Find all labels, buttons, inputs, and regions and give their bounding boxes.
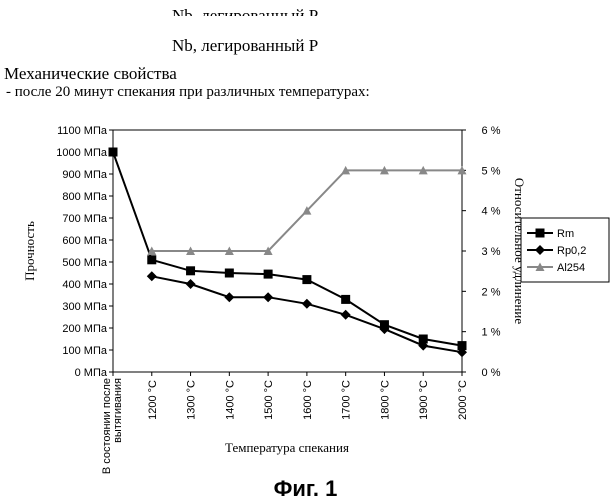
y2-tick-label: 5 % <box>482 165 501 177</box>
y2-tick-label: 1 % <box>482 327 501 339</box>
y2-tick-label: 6 % <box>482 125 501 137</box>
y2-tick-label: 0 % <box>482 367 501 379</box>
data-point-Rp0,2 <box>263 292 273 302</box>
x-tick-label: 2000 °C <box>457 380 469 420</box>
data-point-Rp0,2 <box>224 292 234 302</box>
y-tick-label: 300 МПа <box>62 301 107 313</box>
y-tick-label: 600 МПа <box>62 235 107 247</box>
y-tick-label: 500 МПа <box>62 257 107 269</box>
legend: Rm Rp0,2 Al254 <box>521 218 609 282</box>
y-tick-label: 800 МПа <box>62 191 107 203</box>
x-tick-label: 1600 °C <box>302 380 314 420</box>
x-tick-label: 1800 °C <box>379 380 391 420</box>
data-point-Rp0,2 <box>147 271 157 281</box>
x-tick-label: 1400 °C <box>224 380 236 420</box>
x-tick-label: 1300 °C <box>186 380 198 420</box>
legend-label-Rp0,2: Rp0,2 <box>557 245 586 257</box>
y-tick-label: 700 МПа <box>62 213 107 225</box>
x-tick-label: 1700 °C <box>341 380 353 420</box>
data-point-Rm <box>225 269 234 278</box>
data-point-Rp0,2 <box>302 299 312 309</box>
y2-tick-label: 2 % <box>482 286 501 298</box>
data-point-Rm <box>264 270 273 279</box>
x-axis-title: Температура спекания <box>225 440 349 455</box>
x-tick-label: 1500 °C <box>263 380 275 420</box>
y-tick-label: 200 МПа <box>62 323 107 335</box>
figure-caption: Фиг. 1 <box>0 476 611 502</box>
y-tick-label: 400 МПа <box>62 279 107 291</box>
x-tick-label: 1900 °C <box>418 380 430 420</box>
data-point-Rm <box>147 255 156 264</box>
y2-tick-label: 3 % <box>482 246 501 258</box>
y-tick-label: 900 МПа <box>62 169 107 181</box>
y-tick-label: 0 МПа <box>75 367 108 379</box>
data-point-Rp0,2 <box>186 279 196 289</box>
data-point-Rm <box>302 275 311 284</box>
data-point-Rm <box>186 266 195 275</box>
legend-label-Rm: Rm <box>557 228 574 240</box>
x-tick-label: 1200 °C <box>147 380 159 420</box>
x-tick-label: В состоянии послевытягивания <box>101 378 124 474</box>
series-line-Rp0,2 <box>152 276 462 352</box>
series-line-Rm <box>113 152 462 346</box>
data-point-Rm <box>341 295 350 304</box>
data-point-Rm <box>109 148 118 157</box>
y-tick-label: 1100 МПа <box>57 125 108 137</box>
data-point-Rp0,2 <box>341 310 351 320</box>
y-tick-label: 100 МПа <box>62 345 107 357</box>
y-axis-title: Прочность <box>22 221 37 281</box>
legend-label-Al254: Al254 <box>557 262 585 274</box>
legend-marker-Rm <box>536 229 545 238</box>
y2-tick-label: 4 % <box>482 206 501 218</box>
y-tick-label: 1000 МПа <box>56 147 108 159</box>
